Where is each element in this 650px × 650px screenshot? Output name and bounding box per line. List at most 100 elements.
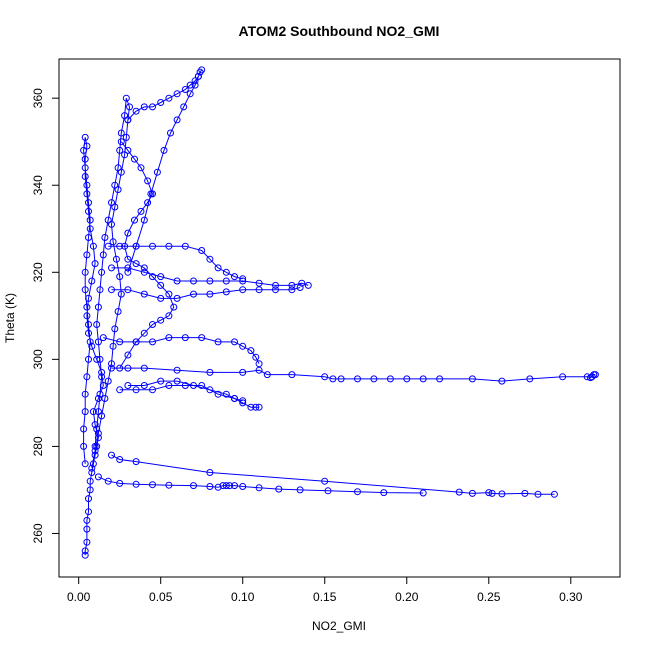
x-tick-label: 0.15 bbox=[313, 590, 337, 604]
data-point bbox=[132, 386, 140, 394]
data-point bbox=[132, 458, 140, 466]
data-point bbox=[116, 479, 124, 487]
data-point bbox=[321, 373, 329, 381]
data-point bbox=[104, 477, 112, 485]
data-point bbox=[121, 112, 129, 120]
data-point bbox=[108, 364, 115, 372]
data-point bbox=[124, 116, 132, 124]
data-point bbox=[132, 260, 140, 268]
data-point bbox=[214, 338, 222, 346]
data-point bbox=[83, 181, 91, 189]
data-point bbox=[116, 338, 124, 346]
data-point bbox=[101, 234, 109, 241]
data-point bbox=[160, 146, 168, 154]
data-point bbox=[498, 377, 506, 385]
data-point bbox=[88, 469, 96, 476]
series-line bbox=[119, 385, 243, 402]
data-point bbox=[354, 375, 361, 383]
data-point bbox=[104, 377, 112, 385]
data-point bbox=[173, 377, 181, 385]
data-point bbox=[173, 277, 181, 285]
data-point bbox=[231, 338, 238, 346]
x-tick-label: 0.25 bbox=[477, 590, 501, 604]
data-point bbox=[226, 482, 234, 490]
series bbox=[108, 264, 312, 289]
data-point bbox=[94, 429, 102, 437]
data-point bbox=[181, 86, 189, 93]
data-point bbox=[521, 489, 529, 497]
data-point bbox=[198, 66, 206, 74]
data-point bbox=[296, 486, 304, 494]
series-line bbox=[91, 98, 131, 469]
data-point bbox=[132, 107, 140, 115]
data-point bbox=[222, 482, 230, 490]
data-point bbox=[83, 190, 91, 198]
data-point bbox=[222, 268, 230, 276]
data-point bbox=[165, 290, 173, 298]
data-point bbox=[190, 290, 197, 298]
data-point bbox=[98, 268, 106, 276]
data-point bbox=[591, 371, 599, 379]
data-point bbox=[206, 368, 214, 376]
series bbox=[88, 94, 133, 472]
x-axis: 0.00 0.05 0.10 0.15 0.20 0.25 0.30 bbox=[67, 576, 583, 604]
data-point bbox=[165, 94, 173, 102]
data-point bbox=[81, 460, 89, 468]
data-point bbox=[403, 375, 411, 383]
data-point bbox=[108, 199, 115, 207]
series-line bbox=[103, 337, 260, 364]
data-point bbox=[104, 216, 112, 224]
data-point bbox=[96, 286, 104, 294]
data-point bbox=[144, 177, 152, 185]
series bbox=[108, 451, 558, 498]
data-point bbox=[239, 342, 247, 350]
data-point bbox=[124, 146, 132, 154]
data-point bbox=[239, 368, 247, 376]
data-point bbox=[85, 294, 92, 302]
series bbox=[124, 66, 206, 124]
data-point bbox=[83, 303, 91, 311]
data-point bbox=[94, 338, 102, 346]
x-tick-label: 0.10 bbox=[231, 590, 255, 604]
data-point bbox=[157, 316, 165, 324]
data-point bbox=[173, 294, 181, 302]
data-point bbox=[85, 234, 92, 241]
series bbox=[116, 382, 247, 405]
data-point bbox=[94, 473, 102, 481]
data-point bbox=[132, 480, 140, 488]
data-point bbox=[167, 129, 174, 137]
series-line bbox=[111, 454, 555, 495]
data-point bbox=[140, 382, 148, 389]
data-point bbox=[140, 268, 148, 276]
data-point bbox=[255, 366, 263, 374]
data-point bbox=[140, 290, 148, 298]
data-point bbox=[88, 464, 96, 472]
series-line bbox=[119, 141, 175, 369]
data-point bbox=[468, 489, 476, 497]
data-point bbox=[85, 207, 92, 215]
data-point bbox=[288, 286, 296, 294]
data-point bbox=[88, 342, 96, 350]
data-point bbox=[485, 489, 493, 497]
data-point bbox=[263, 371, 271, 379]
data-point bbox=[116, 386, 124, 394]
data-point bbox=[137, 164, 145, 172]
data-point bbox=[149, 321, 156, 328]
data-point bbox=[488, 489, 496, 497]
data-point bbox=[206, 483, 214, 490]
data-point bbox=[81, 286, 89, 294]
data-point bbox=[247, 403, 255, 411]
data-point bbox=[198, 247, 206, 254]
data-point bbox=[86, 216, 94, 224]
data-point bbox=[98, 373, 106, 381]
data-point bbox=[83, 312, 91, 320]
data-point bbox=[114, 308, 122, 315]
data-point bbox=[132, 338, 140, 346]
data-point bbox=[255, 403, 263, 411]
data-point bbox=[117, 129, 125, 137]
data-point bbox=[157, 281, 165, 289]
x-tick-label: 0.20 bbox=[395, 590, 419, 604]
data-point bbox=[214, 264, 222, 272]
data-point bbox=[534, 490, 542, 498]
data-point bbox=[140, 364, 148, 372]
